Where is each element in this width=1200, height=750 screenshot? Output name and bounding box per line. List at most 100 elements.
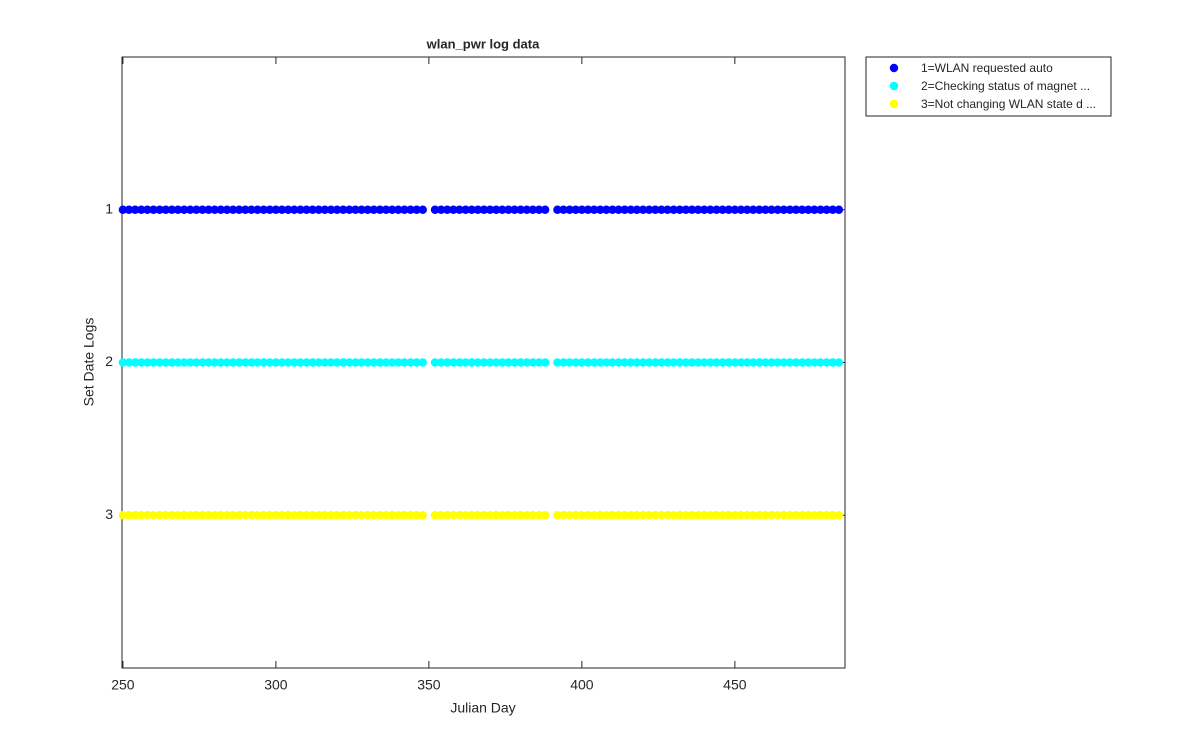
data-point [443, 205, 452, 214]
data-point [259, 511, 268, 520]
data-point [828, 358, 837, 367]
data-point [742, 358, 752, 367]
data-point [534, 205, 544, 214]
data-point [394, 358, 403, 367]
data-point [791, 358, 801, 367]
data-point [173, 511, 183, 520]
data-point [143, 205, 152, 214]
data-point [755, 205, 764, 214]
data-point [681, 358, 691, 367]
data-point [443, 511, 452, 520]
data-point [608, 511, 617, 520]
data-point [559, 205, 568, 214]
data-point [687, 511, 697, 520]
data-point [565, 511, 574, 520]
data-point [271, 511, 281, 520]
data-point [749, 511, 758, 520]
data-point [149, 205, 158, 214]
data-point [773, 205, 782, 214]
data-point [443, 358, 452, 367]
data-point [687, 205, 697, 214]
data-point [449, 511, 458, 520]
data-point [742, 205, 752, 214]
data-point [479, 511, 489, 520]
data-point [779, 358, 789, 367]
data-point [608, 358, 617, 367]
chart-title: wlan_pwr log data [426, 36, 540, 51]
data-point [308, 358, 317, 367]
data-point [369, 511, 379, 520]
data-point [577, 511, 587, 520]
data-point [277, 511, 287, 520]
y-axis-label: Set Date Logs [81, 318, 97, 407]
data-point [406, 358, 415, 367]
data-point [308, 205, 317, 214]
data-point [651, 511, 660, 520]
data-point [179, 358, 189, 367]
data-point [210, 511, 219, 520]
data-point [712, 205, 721, 214]
data-point [204, 205, 213, 214]
data-point [822, 205, 831, 214]
data-point [498, 205, 507, 214]
data-point [332, 511, 342, 520]
data-point [118, 205, 128, 214]
y-tick-label: 3 [105, 506, 113, 522]
data-point [186, 358, 195, 367]
data-point [381, 205, 391, 214]
data-point [351, 511, 360, 520]
data-point [736, 358, 746, 367]
data-point [173, 358, 183, 367]
data-point [791, 511, 801, 520]
data-point [730, 205, 740, 214]
data-point [192, 205, 201, 214]
data-point [412, 511, 421, 520]
data-point [761, 511, 770, 520]
data-point [749, 205, 758, 214]
data-point [192, 358, 201, 367]
data-point [785, 358, 795, 367]
data-point [834, 358, 844, 367]
data-point [620, 511, 629, 520]
data-point [767, 511, 776, 520]
data-point [675, 511, 684, 520]
x-tick-label: 400 [570, 677, 594, 693]
data-point [369, 205, 379, 214]
data-point [406, 205, 415, 214]
data-point [222, 205, 232, 214]
legend-marker [889, 63, 899, 73]
data-point [583, 358, 593, 367]
data-point [816, 358, 825, 367]
data-point [675, 205, 684, 214]
data-point [804, 205, 813, 214]
data-point [320, 358, 330, 367]
data-point [620, 358, 629, 367]
data-point [822, 511, 831, 520]
data-point [565, 205, 574, 214]
data-point [357, 205, 366, 214]
data-point [589, 358, 599, 367]
data-point [804, 511, 813, 520]
data-point [804, 358, 813, 367]
data-point [186, 511, 195, 520]
data-point [602, 205, 611, 214]
data-point [406, 511, 415, 520]
legend-label: 2=Checking status of magnet ... [921, 79, 1090, 93]
data-point [571, 205, 580, 214]
data-point [124, 205, 134, 214]
data-point [473, 358, 483, 367]
data-point [749, 358, 758, 367]
data-point [241, 358, 250, 367]
data-point [687, 358, 697, 367]
data-point [485, 511, 495, 520]
data-point [192, 511, 201, 520]
data-point [626, 511, 636, 520]
data-point [418, 205, 427, 214]
data-point [638, 358, 648, 367]
data-point [436, 358, 446, 367]
data-point [724, 358, 733, 367]
data-point [155, 205, 164, 214]
data-point [712, 511, 721, 520]
data-point [430, 511, 440, 520]
data-point [797, 205, 807, 214]
